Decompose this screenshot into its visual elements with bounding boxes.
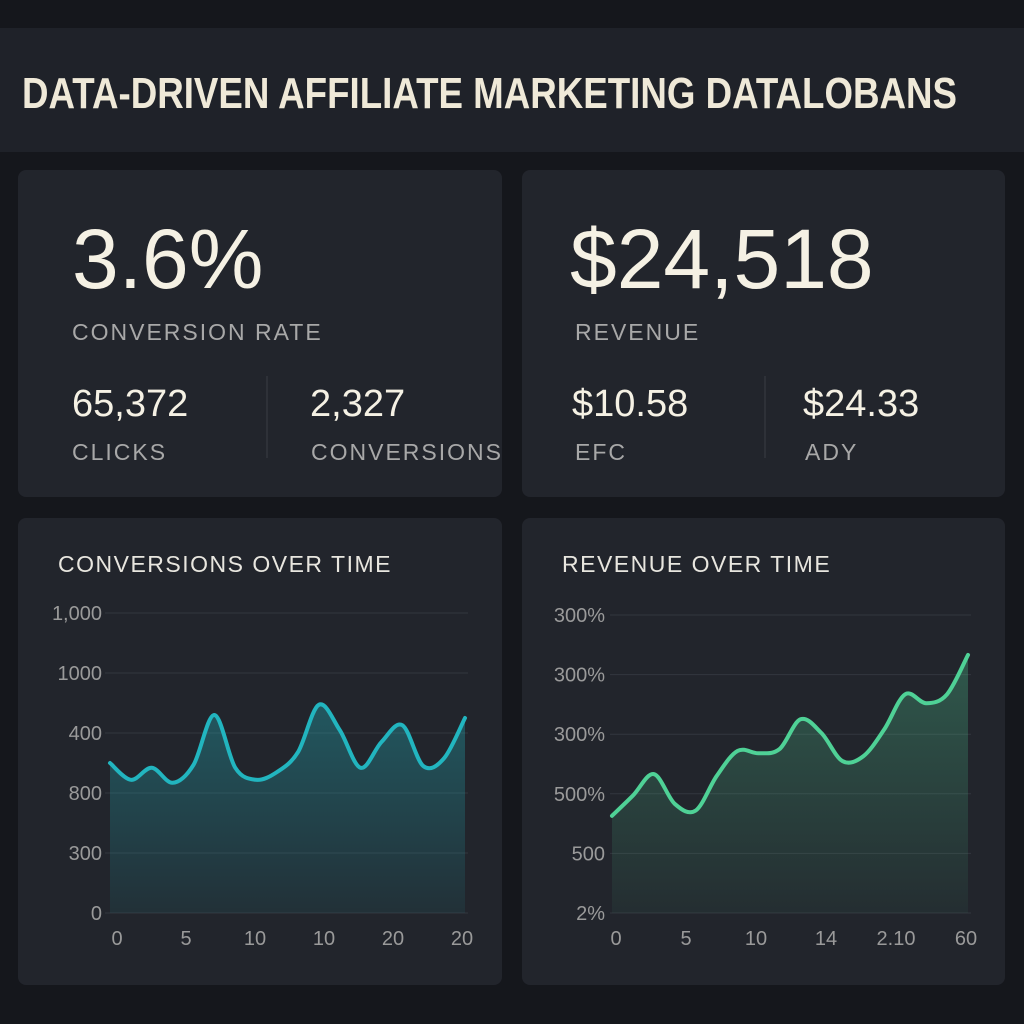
kpi-sub-value: 65,372 <box>72 383 188 425</box>
y-axis-label: 1,000 <box>52 603 102 625</box>
kpi-sub-value: 2,327 <box>310 383 405 425</box>
page-title: DATA-DRIVEN AFFILIATE MARKETING DATALOBA… <box>22 69 957 118</box>
line <box>108 702 467 785</box>
kpi-value: 3.6% <box>72 212 263 306</box>
area <box>612 654 968 913</box>
x-axis-label: 10 <box>313 928 335 950</box>
line <box>610 652 970 818</box>
kpi-label: REVENUE <box>575 319 700 345</box>
x-axis-label: 10 <box>244 928 266 950</box>
x-axis-label: 2.10 <box>877 928 916 950</box>
x-axis-label: 5 <box>180 928 191 950</box>
chart-title: REVENUE OVER TIME <box>562 551 831 577</box>
y-axis-label: 1000 <box>58 663 103 685</box>
kpi-sub-value: $10.58 <box>572 383 688 425</box>
y-axis-label: 400 <box>69 723 102 745</box>
y-axis-label: 0 <box>91 903 102 925</box>
x-axis-label: 0 <box>111 928 122 950</box>
x-axis-label: 20 <box>382 928 404 950</box>
x-axis-label: 0 <box>610 928 621 950</box>
kpi-sub-label: EFC <box>575 439 627 465</box>
y-axis-label: 300% <box>554 605 605 627</box>
y-axis-label: 500 <box>572 843 605 865</box>
x-axis-label: 10 <box>745 928 767 950</box>
header-bar <box>0 28 1024 152</box>
y-axis-label: 300% <box>554 665 605 687</box>
kpi-panel <box>522 170 1005 497</box>
x-axis-label: 20 <box>451 928 473 950</box>
kpi-sub-label: CLICKS <box>72 439 167 465</box>
x-axis-label: 60 <box>955 928 977 950</box>
y-axis-label: 500% <box>554 784 605 806</box>
kpi-sub-label: ADY <box>805 439 858 465</box>
kpi-sub-value: $24.33 <box>803 383 919 425</box>
y-axis-label: 2% <box>576 903 605 925</box>
x-axis-label: 5 <box>680 928 691 950</box>
kpi-label: CONVERSION RATE <box>72 319 323 345</box>
kpi-sub-label: CONVERSIONS <box>311 439 503 465</box>
chart-title: CONVERSIONS OVER TIME <box>58 551 392 577</box>
y-axis-label: 800 <box>69 783 102 805</box>
y-axis-label: 300 <box>69 843 102 865</box>
x-axis-label: 14 <box>815 928 837 950</box>
kpi-panel <box>18 170 502 497</box>
kpi-value: $24,518 <box>570 212 874 306</box>
y-axis-label: 300% <box>554 724 605 746</box>
